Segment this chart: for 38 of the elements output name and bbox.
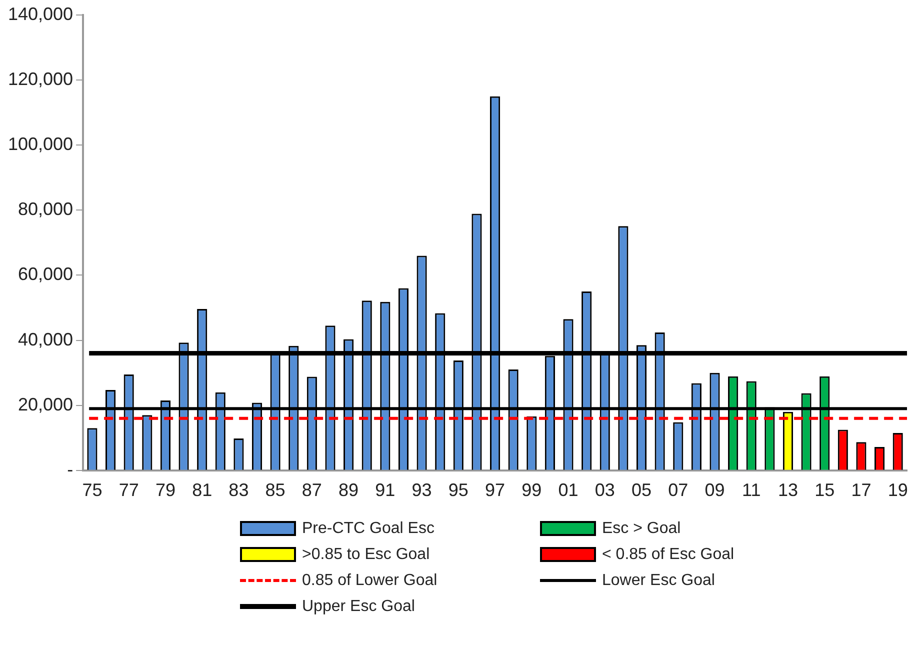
- legend-label: Esc > Goal: [602, 520, 681, 538]
- x-tick-label: 17: [851, 480, 872, 500]
- y-tick-label: 140,000: [8, 4, 74, 24]
- x-tick-label: 01: [558, 480, 578, 500]
- x-tick-label: 19: [888, 480, 908, 500]
- legend-label: < 0.85 of Esc Goal: [602, 546, 734, 564]
- legend-label: 0.85 of Lower Goal: [302, 572, 438, 590]
- x-tick-label: 97: [485, 480, 506, 500]
- x-tick-label: 15: [814, 480, 835, 500]
- y-tick-label: 40,000: [18, 329, 74, 350]
- x-tick-label: 99: [522, 480, 542, 500]
- y-tick-label: 120,000: [8, 69, 74, 90]
- x-tick-label: 05: [631, 480, 652, 500]
- x-tick-label: 11: [742, 480, 761, 500]
- y-tick-label: 60,000: [18, 264, 74, 284]
- x-tick-label: 93: [412, 480, 432, 500]
- x-tick-label: 07: [668, 480, 688, 500]
- x-tick-label: 09: [704, 480, 725, 500]
- x-tick-label: 89: [338, 480, 359, 500]
- x-tick-label: 81: [192, 480, 212, 500]
- legend-label: Upper Esc Goal: [302, 598, 415, 616]
- y-tick-label: 100,000: [8, 134, 74, 154]
- legend-label: >0.85 to Esc Goal: [302, 546, 430, 564]
- y-tick-label: -: [67, 459, 74, 480]
- x-tick-label: 75: [82, 480, 102, 500]
- x-tick-label: 83: [228, 480, 249, 500]
- x-tick-label: 91: [375, 480, 396, 500]
- x-tick-label: 13: [778, 480, 798, 500]
- y-tick-label: 80,000: [18, 199, 74, 220]
- x-tick-label: 79: [155, 480, 176, 500]
- x-tick-label: 77: [118, 480, 139, 500]
- x-tick-label: 87: [302, 480, 322, 500]
- legend-label: Pre-CTC Goal Esc: [302, 520, 434, 538]
- x-tick-label: 85: [265, 480, 286, 500]
- x-tick-label: 03: [594, 480, 615, 500]
- y-tick-label: 20,000: [18, 394, 74, 414]
- legend-label: Lower Esc Goal: [602, 572, 715, 590]
- x-tick-label: 95: [448, 480, 468, 500]
